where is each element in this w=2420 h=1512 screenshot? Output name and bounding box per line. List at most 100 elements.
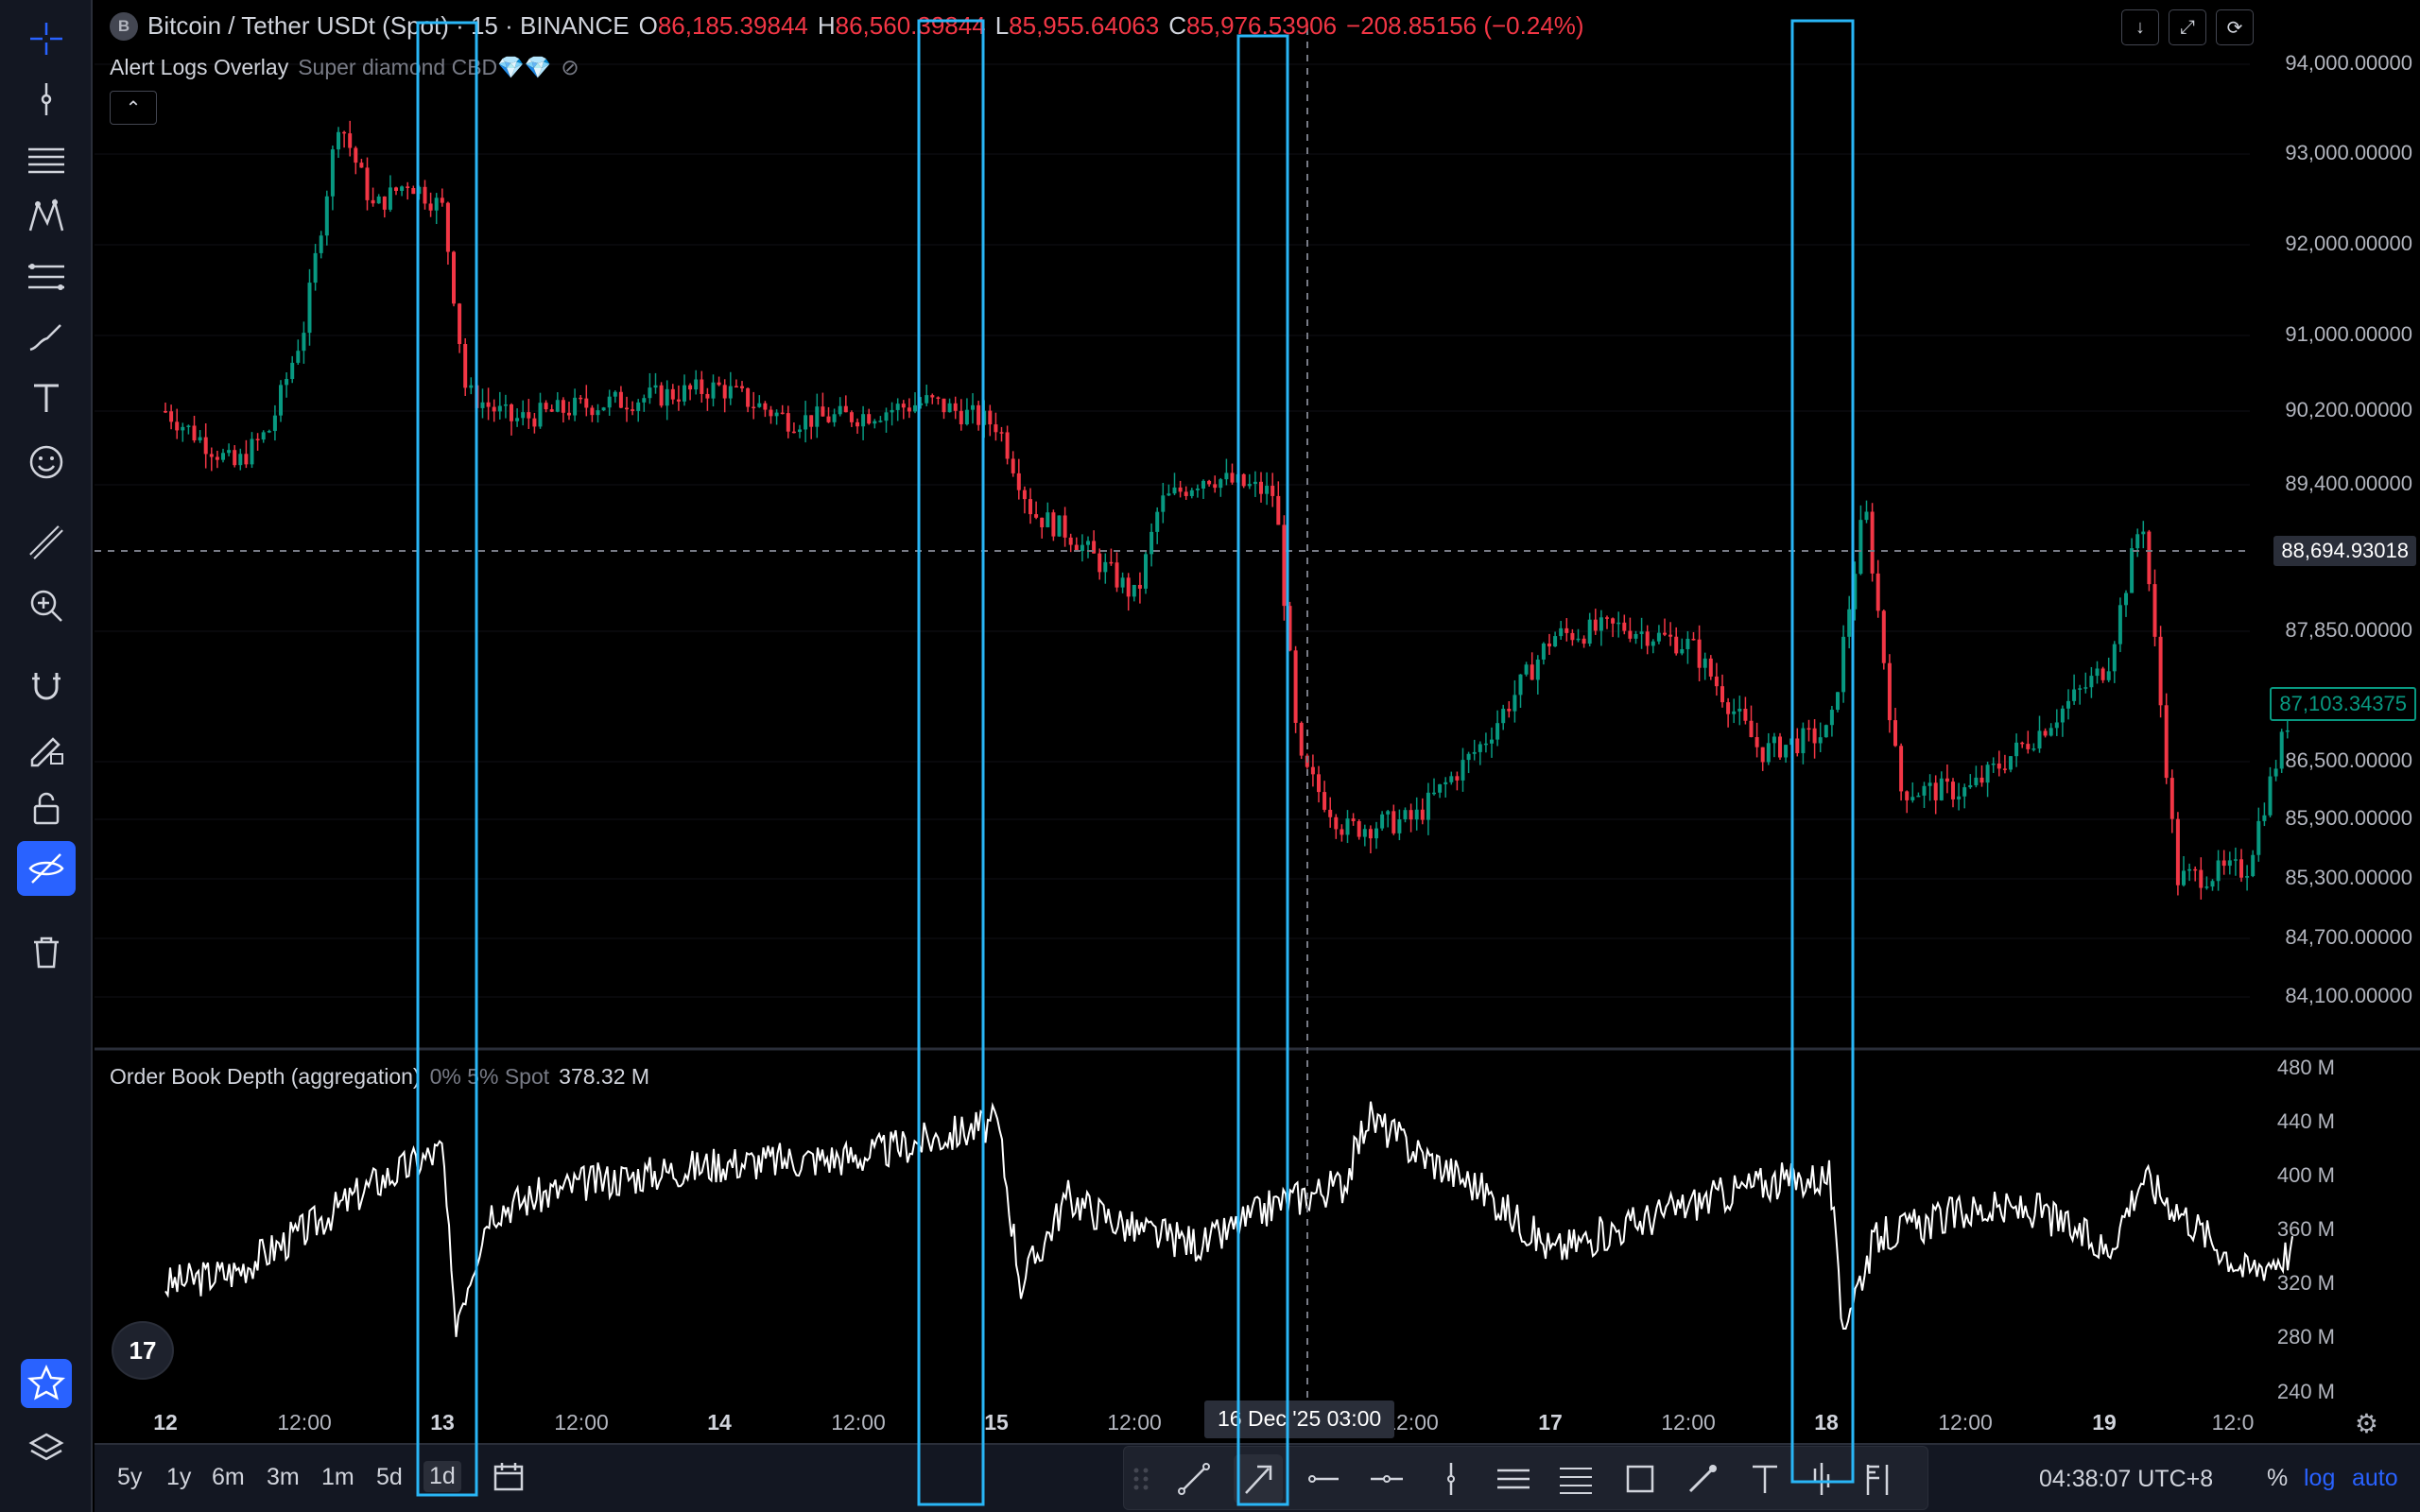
candle — [515, 408, 520, 427]
candle — [1478, 741, 1482, 765]
candle — [1818, 722, 1823, 752]
candle — [1115, 552, 1119, 593]
candle — [2002, 754, 2007, 774]
pattern-icon[interactable] — [17, 189, 76, 244]
trend-line-icon[interactable] — [1169, 1454, 1219, 1503]
tradingview-logo-icon[interactable]: 17 — [112, 1321, 174, 1380]
flag-icon[interactable] — [1854, 1454, 1903, 1503]
calendar-icon[interactable] — [492, 1460, 526, 1501]
rectangle-icon[interactable] — [1616, 1454, 1665, 1503]
candle — [1836, 692, 1840, 713]
candle — [1616, 611, 1621, 638]
candle — [1634, 630, 1638, 644]
candle — [1772, 732, 1776, 758]
candle — [203, 422, 208, 469]
indicator-name[interactable]: Order Book Depth (aggregation) — [110, 1064, 421, 1089]
ray-icon[interactable] — [1298, 1454, 1347, 1503]
candle — [1351, 813, 1356, 826]
collapse-legend-button[interactable]: ⌃ — [110, 91, 157, 125]
candle — [440, 188, 444, 207]
fib-retracement-icon[interactable] — [1551, 1454, 1600, 1503]
parallel-channel-icon[interactable] — [1489, 1454, 1538, 1503]
horizontal-line-icon[interactable] — [1362, 1454, 1411, 1503]
ruler-icon[interactable] — [17, 515, 76, 570]
candle — [1703, 652, 1707, 680]
candle — [1432, 778, 1436, 796]
symbol-name[interactable]: Bitcoin / Tether USDt (Spot) · 15 · BINA… — [147, 11, 630, 40]
text-icon[interactable] — [17, 370, 76, 425]
candle — [1340, 824, 1344, 842]
candle — [999, 426, 1004, 442]
candle — [1310, 754, 1315, 787]
range-3m-button[interactable]: 3m — [267, 1464, 300, 1490]
range-1m-button[interactable]: 1m — [321, 1464, 354, 1490]
range-1d-button[interactable]: 1d — [424, 1461, 461, 1492]
fullscreen-icon[interactable]: ⤢ — [2169, 9, 2206, 45]
auto-toggle[interactable]: auto — [2352, 1465, 2398, 1491]
range-5d-button[interactable]: 5d — [376, 1464, 403, 1490]
symbol-legend[interactable]: B Bitcoin / Tether USDt (Spot) · 15 · BI… — [110, 11, 1584, 41]
drag-handle-icon[interactable] — [1130, 1454, 1152, 1503]
candle — [2204, 876, 2209, 890]
candle — [786, 405, 790, 438]
candle — [1663, 618, 1667, 637]
long-position-icon[interactable] — [1797, 1454, 1846, 1503]
candle — [907, 398, 911, 419]
fib-icon[interactable] — [17, 249, 76, 304]
candle — [947, 398, 952, 413]
lock-drawing-icon[interactable] — [17, 720, 76, 775]
layers-icon[interactable] — [17, 1421, 76, 1476]
clock[interactable]: 04:38:07 UTC+8 — [2039, 1466, 2214, 1492]
overlay-legend[interactable]: Alert Logs Overlay Super diamond CBD💎💎 ⊘ — [110, 55, 579, 80]
candle — [238, 448, 243, 471]
candle — [1726, 697, 1731, 728]
horizontal-lines-icon[interactable] — [17, 132, 76, 187]
refresh-icon[interactable]: ⟳ — [2216, 9, 2254, 45]
download-icon[interactable]: ↓ — [2121, 9, 2159, 45]
candle — [330, 146, 335, 211]
arrow-icon[interactable] — [1234, 1454, 1283, 1503]
star-icon[interactable] — [21, 1359, 72, 1408]
time-tick: 19 — [2092, 1410, 2117, 1435]
chart-area[interactable]: B Bitcoin / Tether USDt (Spot) · 15 · BI… — [95, 0, 2420, 1441]
overlay-status-icon[interactable]: ⊘ — [561, 55, 579, 79]
emoji-icon[interactable] — [17, 435, 76, 490]
candle — [1288, 601, 1292, 652]
candle — [209, 447, 214, 472]
indicator-legend[interactable]: Order Book Depth (aggregation) 0% 5% Spo… — [110, 1064, 649, 1090]
percent-toggle[interactable]: % — [2267, 1465, 2289, 1491]
gear-icon[interactable]: ⚙ — [2354, 1409, 2378, 1438]
candle — [994, 412, 998, 441]
candle — [1714, 662, 1719, 696]
zoom-icon[interactable] — [17, 578, 76, 633]
candle — [255, 433, 260, 451]
chart-controls: ↓ ⤢ ⟳ — [2121, 9, 2254, 45]
crosshair-icon[interactable] — [17, 11, 76, 66]
candle — [665, 380, 669, 421]
candle — [2273, 760, 2278, 782]
range-1y-button[interactable]: 1y — [166, 1464, 192, 1490]
candle — [337, 127, 340, 159]
candle — [2147, 529, 2152, 592]
range-6m-button[interactable]: 6m — [212, 1464, 245, 1490]
log-toggle[interactable]: log — [2304, 1465, 2336, 1491]
candle — [1806, 719, 1811, 742]
range-5y-button[interactable]: 5y — [117, 1464, 143, 1490]
vertical-line-icon[interactable] — [17, 72, 76, 127]
hide-drawings-icon[interactable] — [17, 841, 76, 896]
overlay-name[interactable]: Alert Logs Overlay — [110, 55, 289, 79]
vertical-line-tool-icon[interactable] — [1426, 1454, 1476, 1503]
magnet-icon[interactable] — [17, 660, 76, 714]
text-tool-icon[interactable] — [1740, 1454, 1789, 1503]
candle — [2245, 865, 2250, 891]
trash-icon[interactable] — [17, 924, 76, 979]
candle — [1553, 631, 1558, 647]
brush-tool-icon[interactable] — [1678, 1454, 1727, 1503]
candle — [1582, 635, 1586, 648]
candle — [1951, 778, 1955, 808]
brush-icon[interactable] — [17, 310, 76, 365]
chart-canvas[interactable] — [95, 0, 2420, 1441]
lock-icon[interactable] — [17, 781, 76, 835]
candle — [2037, 715, 2042, 753]
